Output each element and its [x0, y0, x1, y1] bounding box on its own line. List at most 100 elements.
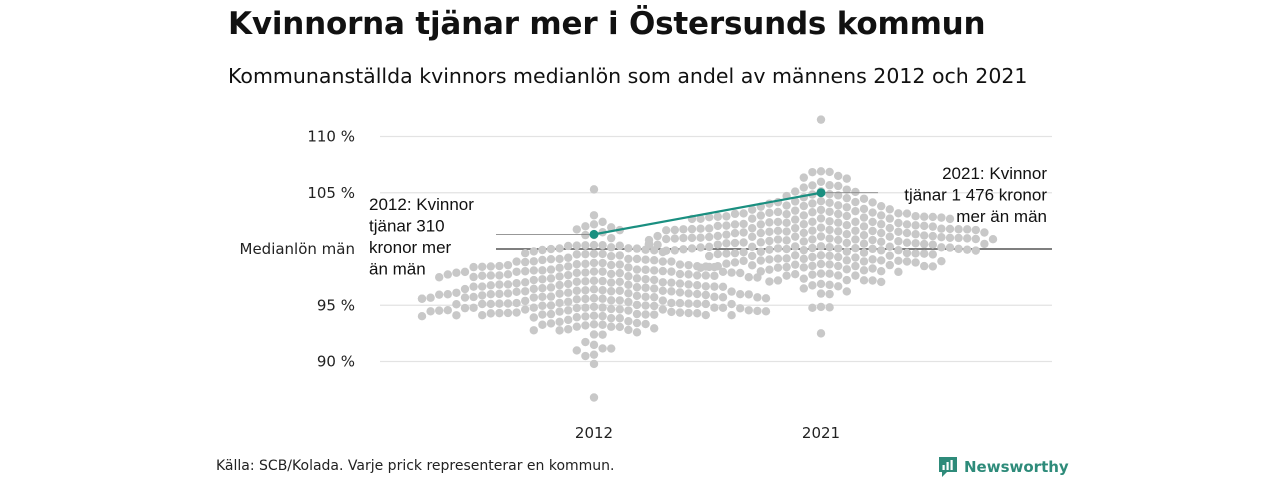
municipality-dot-2012 [521, 305, 530, 314]
municipality-dot-2021 [816, 232, 826, 241]
municipality-dot-2021 [773, 226, 783, 235]
municipality-dot-2012 [564, 288, 573, 297]
municipality-dot-2012 [512, 287, 521, 297]
municipality-dot-2021 [825, 289, 834, 299]
municipality-dot-2012 [650, 310, 659, 319]
municipality-dot-2021 [877, 220, 886, 229]
municipality-dot-2021 [791, 223, 800, 233]
municipality-dot-2021 [825, 280, 834, 290]
municipality-dot-2021 [644, 240, 654, 249]
municipality-dot-2012 [572, 250, 581, 259]
municipality-dot-2012 [512, 279, 521, 288]
municipality-dot-2012 [589, 276, 599, 285]
municipality-dot-2021 [808, 226, 817, 235]
municipality-dot-2021 [902, 248, 912, 258]
municipality-dot-2012 [581, 312, 590, 321]
municipality-dot-2021 [696, 233, 705, 242]
y-tick-label: 95 % [317, 296, 355, 314]
municipality-dot-2021 [782, 271, 791, 280]
municipality-dot-2021 [971, 225, 980, 235]
municipality-dot-2021 [902, 238, 912, 247]
municipality-dot-2012 [667, 278, 676, 287]
municipality-dot-2012 [555, 272, 564, 281]
municipality-dot-2012 [521, 257, 530, 267]
municipality-dot-2012 [555, 317, 564, 327]
municipality-dot-2012 [589, 359, 599, 369]
municipality-dot-2012 [555, 298, 564, 308]
municipality-dot-2012 [495, 289, 504, 299]
municipality-dot-2012 [650, 292, 659, 302]
municipality-dot-2012 [581, 277, 590, 286]
municipality-dot-2021 [748, 251, 757, 261]
municipality-dot-2012 [632, 291, 642, 301]
municipality-dot-2021 [834, 235, 843, 245]
municipality-dot-2021 [842, 174, 851, 183]
municipality-dot-2021 [851, 206, 860, 216]
municipality-dot-2012 [486, 289, 495, 299]
municipality-dot-2012 [486, 271, 495, 280]
municipality-dot-2012 [529, 326, 538, 335]
municipality-dot-2021 [816, 177, 826, 186]
municipality-dot-2012 [546, 274, 556, 283]
municipality-dot-2012 [495, 308, 504, 318]
municipality-dot-2012 [469, 262, 478, 272]
municipality-dot-2021 [687, 244, 697, 253]
municipality-dot-2021 [963, 225, 972, 234]
municipality-dot-2012 [684, 280, 693, 289]
municipality-dot-2012 [598, 320, 607, 329]
municipality-dot-2012 [564, 315, 573, 325]
municipality-dot-2012 [607, 296, 616, 305]
municipality-dot-2021 [851, 271, 860, 280]
y-tick-label: 105 % [307, 184, 355, 202]
municipality-dot-2012 [435, 290, 444, 299]
municipality-dot-2012 [667, 287, 676, 296]
municipality-dot-2012 [607, 260, 616, 270]
municipality-dot-2021 [696, 243, 705, 252]
municipality-dot-2012 [607, 313, 616, 323]
municipality-dot-2012 [495, 280, 504, 289]
municipality-dot-2021 [988, 235, 998, 244]
municipality-dot-2012 [624, 325, 633, 335]
municipality-dot-2021 [851, 244, 860, 253]
municipality-dot-2021 [825, 217, 834, 226]
municipality-dot-2021 [808, 217, 817, 227]
municipality-dot-2021 [834, 244, 843, 253]
municipality-dot-2012 [693, 299, 702, 308]
municipality-dot-2012 [460, 303, 470, 313]
municipality-dot-2012 [624, 254, 633, 264]
municipality-dot-2021 [971, 234, 980, 244]
municipality-dot-2012 [684, 270, 693, 279]
municipality-dot-2021 [730, 209, 740, 219]
municipality-dot-2012 [650, 324, 659, 333]
municipality-dot-2012 [478, 310, 487, 320]
municipality-dot-2021 [868, 264, 877, 273]
municipality-dot-2012 [650, 266, 659, 275]
municipality-dot-2012 [632, 300, 642, 310]
municipality-dot-2021 [808, 199, 817, 208]
municipality-dot-2012 [581, 337, 590, 347]
municipality-dot-2021 [705, 212, 714, 222]
municipality-dot-2012 [727, 299, 736, 309]
municipality-dot-2021 [756, 247, 765, 256]
municipality-dot-2021 [851, 197, 860, 207]
municipality-dot-2021 [808, 270, 817, 279]
municipality-dot-2012 [658, 266, 667, 276]
municipality-dot-2012 [478, 271, 487, 280]
municipality-dot-2012 [658, 305, 667, 314]
annotation-2012-line: än män [369, 260, 426, 279]
municipality-dot-2021 [842, 287, 851, 296]
municipality-dot-2021 [868, 255, 877, 264]
municipality-dot-2021 [748, 205, 757, 214]
municipality-dot-2012 [641, 274, 650, 284]
municipality-dot-2012 [675, 288, 685, 297]
municipality-dot-2021 [722, 259, 731, 268]
municipality-dot-2021 [756, 267, 765, 276]
municipality-dot-2021 [877, 211, 886, 220]
municipality-dot-2012 [460, 293, 470, 302]
municipality-dot-2012 [495, 261, 504, 271]
municipality-dot-2012 [564, 253, 573, 262]
municipality-dot-2021 [713, 221, 722, 231]
municipality-dot-2021 [911, 212, 920, 221]
municipality-dot-2021 [825, 207, 834, 216]
municipality-dot-2021 [868, 235, 877, 245]
